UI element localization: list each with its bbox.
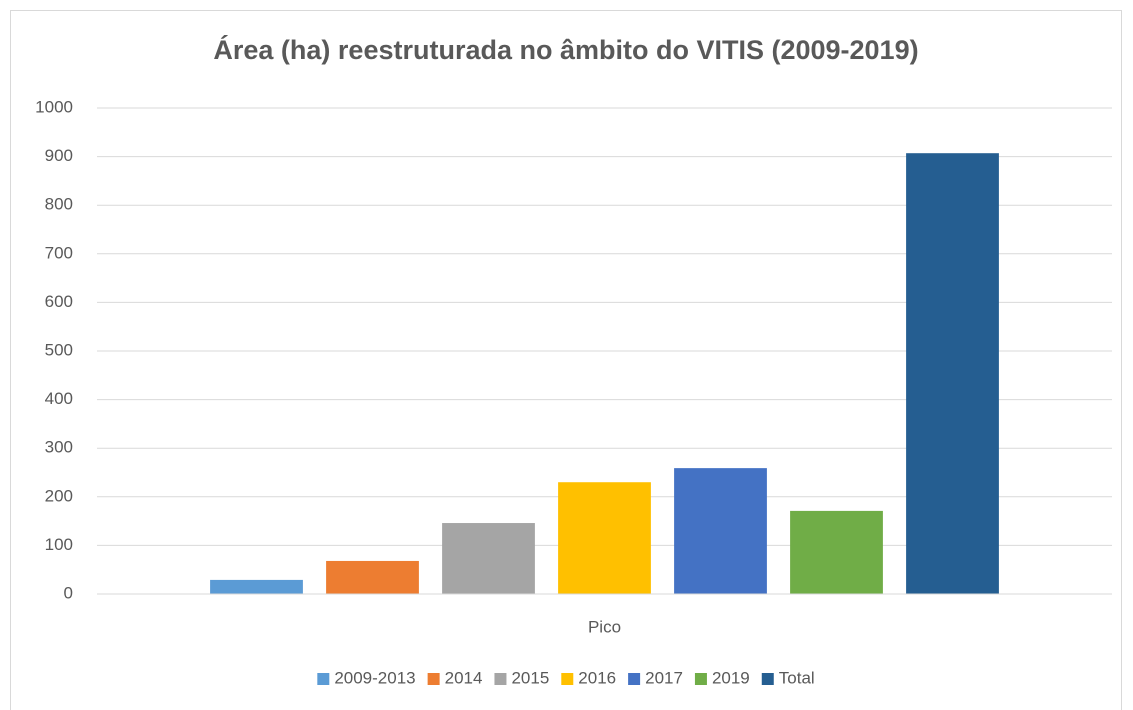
bar <box>442 523 535 594</box>
x-tick-label: Pico <box>588 617 621 636</box>
bar <box>210 579 303 594</box>
y-tick-label: 500 <box>45 340 73 359</box>
bar <box>674 468 767 594</box>
y-tick-label: 1000 <box>35 97 73 116</box>
bar <box>790 510 883 594</box>
chart-title: Área (ha) reestruturada no âmbito do VIT… <box>213 34 918 65</box>
y-tick-label: 0 <box>64 583 73 602</box>
legend-label: 2015 <box>511 668 549 687</box>
y-tick-label: 600 <box>45 292 73 311</box>
legend-swatch <box>561 673 574 685</box>
y-tick-label: 800 <box>45 195 73 214</box>
legend-swatch <box>494 673 507 685</box>
legend-label: Total <box>779 668 815 687</box>
legend-label: 2014 <box>445 668 483 687</box>
legend-swatch <box>761 673 774 685</box>
legend-swatch <box>628 673 641 685</box>
legend-swatch <box>317 673 330 685</box>
legend-label: 2016 <box>578 668 616 687</box>
bar <box>906 153 999 594</box>
legend-swatch <box>427 673 440 685</box>
legend-swatch <box>694 673 707 685</box>
legend-label: 2017 <box>645 668 683 687</box>
y-tick-label: 900 <box>45 146 73 165</box>
y-tick-label: 100 <box>45 535 73 554</box>
y-tick-label: 400 <box>45 389 73 408</box>
bar <box>558 482 651 594</box>
y-tick-label: 700 <box>45 243 73 262</box>
y-tick-label: 300 <box>45 438 73 457</box>
bar <box>326 560 419 594</box>
legend-label: 2009-2013 <box>334 668 415 687</box>
y-tick-label: 200 <box>45 486 73 505</box>
legend-label: 2019 <box>712 668 750 687</box>
